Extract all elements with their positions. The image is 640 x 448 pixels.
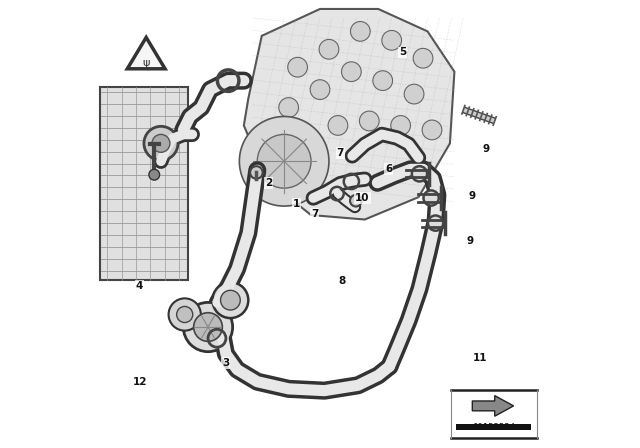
Circle shape <box>351 22 370 41</box>
Circle shape <box>310 80 330 99</box>
Circle shape <box>360 111 379 131</box>
Text: 10: 10 <box>355 193 370 203</box>
Text: 9: 9 <box>467 236 474 246</box>
Circle shape <box>257 134 311 188</box>
Circle shape <box>328 116 348 135</box>
Circle shape <box>279 98 298 117</box>
Polygon shape <box>244 9 454 220</box>
Text: 11: 11 <box>473 353 488 363</box>
Text: 2: 2 <box>265 178 272 188</box>
Circle shape <box>184 302 233 352</box>
Text: 5: 5 <box>399 47 406 57</box>
Text: 9: 9 <box>468 191 476 201</box>
Circle shape <box>194 313 222 341</box>
Circle shape <box>149 169 159 180</box>
Circle shape <box>144 126 178 160</box>
Text: ψ: ψ <box>143 58 150 68</box>
Circle shape <box>212 282 248 318</box>
Circle shape <box>288 57 307 77</box>
Circle shape <box>350 195 362 207</box>
Circle shape <box>422 120 442 140</box>
Circle shape <box>168 298 201 331</box>
Circle shape <box>413 48 433 68</box>
Circle shape <box>152 134 170 152</box>
Polygon shape <box>472 396 513 416</box>
Polygon shape <box>127 38 165 69</box>
Circle shape <box>382 30 401 50</box>
Circle shape <box>342 62 361 82</box>
Text: 1: 1 <box>293 199 300 209</box>
Circle shape <box>424 190 439 206</box>
Circle shape <box>428 215 444 231</box>
Circle shape <box>391 116 410 135</box>
Text: 8: 8 <box>338 276 345 286</box>
Text: 12: 12 <box>132 377 147 387</box>
Circle shape <box>239 116 329 206</box>
Circle shape <box>221 290 240 310</box>
Text: 7: 7 <box>337 148 344 158</box>
Text: 00153534: 00153534 <box>472 423 515 432</box>
Circle shape <box>404 84 424 104</box>
Bar <box>456 424 531 431</box>
Text: 4: 4 <box>136 281 143 291</box>
Text: 3: 3 <box>222 358 230 368</box>
Circle shape <box>177 306 193 323</box>
Text: 9: 9 <box>482 144 490 154</box>
Circle shape <box>412 166 427 181</box>
Text: 6: 6 <box>385 164 392 174</box>
Circle shape <box>373 71 392 90</box>
Text: 7: 7 <box>311 209 318 219</box>
Circle shape <box>250 166 262 179</box>
Circle shape <box>319 39 339 59</box>
Bar <box>100 87 188 280</box>
